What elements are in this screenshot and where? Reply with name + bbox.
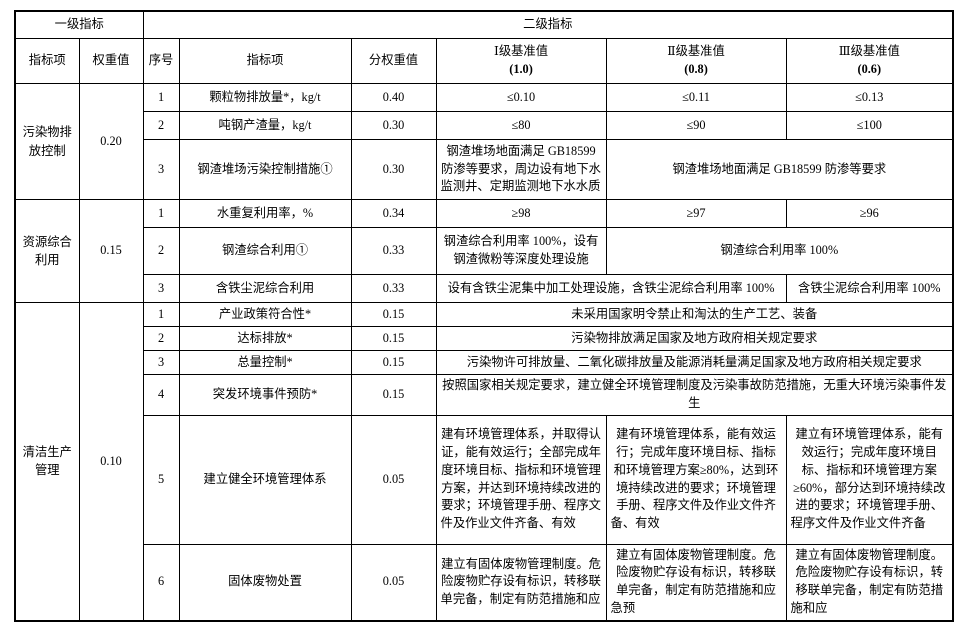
row-sub-weight: 0.40 [350,83,437,112]
row-level-1-value: ≥98 [435,199,607,228]
column-header-indicator-item-primary: 指标项 [14,38,80,84]
band-header-primary: 一级指标 [14,10,144,39]
row-indicator-item: 固体废物处置 [178,543,352,622]
row-sub-weight: 0.15 [350,302,437,327]
row-level-1-2-merged-value: 设有含铁尘泥集中加工处理设施，含铁尘泥综合利用率 100% [435,274,787,303]
column-header-weight: 权重值 [78,38,144,84]
row-level-3-value: ≥96 [785,199,954,228]
row-level-1-value: 建有环境管理体系，并取得认证，能有效运行；全部完成年度环境目标、指标和环境管理方… [435,414,607,545]
row-serial: 1 [142,302,180,327]
row-sub-weight: 0.33 [350,227,437,275]
row-serial: 3 [142,350,180,375]
row-level-2-value: ≥97 [605,199,787,228]
row-sub-weight: 0.30 [350,111,437,140]
row-serial: 6 [142,543,180,622]
row-sub-weight: 0.15 [350,350,437,375]
row-level-3-value: 含铁尘泥综合利用率 100% [785,274,954,303]
table-row: 3 含铁尘泥综合利用 0.33 设有含铁尘泥集中加工处理设施，含铁尘泥综合利用率… [15,274,954,303]
column-header-indicator-item-secondary: 指标项 [178,38,352,84]
table-row: 资源综合利用 0.15 1 水重复利用率，% 0.34 ≥98 ≥97 ≥96 [14,199,954,303]
band-header-secondary: 二级指标 [142,10,954,39]
row-level-1-value: 钢渣综合利用率 100%，设有钢渣微粉等深度处理设施 [435,227,607,275]
evaluation-criteria-sheet: 一级指标 二级指标 指标项 权重值 序号 指标项 分权重值 Ⅰ级基准值 (1.0… [14,10,955,622]
row-level-2-value: ≤0.11 [605,83,787,112]
level-1-value: (1.0) [509,62,533,76]
table-row: 2 吨钢产渣量，kg/t 0.30 ≤80 ≤90 ≤100 [15,111,954,140]
row-all-levels-merged-value: 按照国家相关规定要求，建立健全环境管理制度及污染事故防范措施，无重大环境污染事件… [435,374,954,416]
table-row: 污染物排放控制 0.20 1 颗粒物排放量*，kg/t 0.40 ≤0.10 ≤… [14,83,954,200]
row-indicator-item: 达标排放* [178,326,352,351]
row-sub-weight: 0.34 [350,199,437,228]
group-label-pollutant-discharge-control: 污染物排放控制 [14,83,80,200]
row-serial: 1 [142,83,180,112]
row-indicator-item: 产业政策符合性* [178,302,352,327]
row-level-3-value: 建立有固体废物管理制度。危险废物贮存设有标识，转移联单完备，制定有防范措施和应 [785,543,954,622]
evaluation-criteria-table: 一级指标 二级指标 指标项 权重值 序号 指标项 分权重值 Ⅰ级基准值 (1.0… [14,10,955,622]
row-level-3-value: ≤100 [785,111,954,140]
row-serial: 2 [142,326,180,351]
table-row: 4 突发环境事件预防* 0.15 按照国家相关规定要求，建立健全环境管理制度及污… [15,374,954,416]
row-level-3-value: ≤0.13 [785,83,954,112]
row-level-2-3-merged-value: 钢渣堆场地面满足 GB18599 防渗等要求 [605,139,954,200]
group-weight-clean-production-management: 0.10 [78,301,144,622]
row-level-1-value: ≤0.10 [435,83,607,112]
row-level-1-value: ≤80 [435,111,607,140]
table-row: 3 钢渣堆场污染控制措施① 0.30 钢渣堆场地面满足 GB18599 防渗等要… [15,139,954,200]
level-3-value: (0.6) [857,62,882,76]
row-serial: 2 [142,227,180,275]
row-indicator-item: 钢渣综合利用① [178,227,352,275]
row-level-2-value: 建有环境管理体系，能有效运行；完成年度环境目标、指标和环境管理方案≥80%，达到… [605,414,787,545]
column-header-level-2: Ⅱ级基准值 (0.8) [605,38,787,84]
table-row: 2 钢渣综合利用① 0.33 钢渣综合利用率 100%，设有钢渣微粉等深度处理设… [15,227,954,275]
row-level-3-value: 建立有环境管理体系，能有效运行；完成年度环境目标、指标和环境管理方案≥60%，部… [785,414,954,545]
row-indicator-item: 总量控制* [178,350,352,375]
group-weight-pollutant-discharge-control: 0.20 [78,83,144,200]
row-indicator-item: 钢渣堆场污染控制措施① [178,139,352,200]
row-sub-weight: 0.30 [350,139,437,200]
row-indicator-item: 水重复利用率，% [178,199,352,228]
row-serial: 4 [142,374,180,416]
row-sub-weight: 0.15 [350,326,437,351]
row-indicator-item: 颗粒物排放量*，kg/t [178,83,352,112]
table-row: 2 达标排放* 0.15 污染物排放满足国家及地方政府相关规定要求 [15,326,954,351]
level-3-title: Ⅲ级基准值 [838,44,900,59]
group-weight-resource-comprehensive-utilization: 0.15 [78,199,144,303]
table-band-header-row: 一级指标 二级指标 [14,10,954,39]
group-label-resource-comprehensive-utilization: 资源综合利用 [14,199,80,303]
row-sub-weight: 0.15 [350,374,437,416]
row-sub-weight: 0.33 [350,274,437,303]
group-label-clean-production-management: 清洁生产管理 [14,301,80,622]
row-indicator-item: 含铁尘泥综合利用 [178,274,352,303]
row-sub-weight: 0.05 [350,543,437,622]
table-row: 3 总量控制* 0.15 污染物许可排放量、二氧化碳排放量及能源消耗量满足国家及… [15,350,954,375]
level-1-title: Ⅰ级基准值 [493,44,549,59]
row-level-1-value: 建立有固体废物管理制度。危险废物贮存设有标识，转移联单完备，制定有防范措施和应 [435,543,607,622]
row-level-2-value: ≤90 [605,111,787,140]
row-serial: 3 [142,139,180,200]
row-level-2-3-merged-value: 钢渣综合利用率 100% [605,227,954,275]
row-serial: 3 [142,274,180,303]
row-all-levels-merged-value: 污染物许可排放量、二氧化碳排放量及能源消耗量满足国家及地方政府相关规定要求 [435,350,954,375]
table-row: 6 固体废物处置 0.05 建立有固体废物管理制度。危险废物贮存设有标识，转移联… [15,543,954,622]
column-header-sub-weight: 分权重值 [350,38,437,84]
row-all-levels-merged-value: 未采用国家明令禁止和淘汰的生产工艺、装备 [435,302,954,327]
row-sub-weight: 0.05 [350,414,437,545]
table-row: 5 建立健全环境管理体系 0.05 建有环境管理体系，并取得认证，能有效运行；全… [15,414,954,545]
table-row: 清洁生产管理 0.10 1 产业政策符合性* 0.15 未采用国家明令禁止和淘汰… [14,301,954,622]
row-indicator-item: 吨钢产渣量，kg/t [178,111,352,140]
row-serial: 5 [142,414,180,545]
table-column-header-row: 指标项 权重值 序号 指标项 分权重值 Ⅰ级基准值 (1.0) Ⅱ级基准值 (0… [14,38,954,84]
row-level-1-value: 钢渣堆场地面满足 GB18599 防渗等要求，周边设有地下水监测井、定期监测地下… [435,139,607,200]
column-header-level-1: Ⅰ级基准值 (1.0) [435,38,607,84]
row-serial: 2 [142,111,180,140]
level-2-value: (0.8) [684,62,708,76]
level-2-title: Ⅱ级基准值 [667,44,725,59]
row-indicator-item: 建立健全环境管理体系 [178,414,352,545]
row-indicator-item: 突发环境事件预防* [178,374,352,416]
row-all-levels-merged-value: 污染物排放满足国家及地方政府相关规定要求 [435,326,954,351]
column-header-level-3: Ⅲ级基准值 (0.6) [785,38,954,84]
row-serial: 1 [142,199,180,228]
column-header-serial: 序号 [142,38,180,84]
row-level-2-value: 建立有固体废物管理制度。危险废物贮存设有标识，转移联单完备，制定有防范措施和应急… [605,543,787,622]
